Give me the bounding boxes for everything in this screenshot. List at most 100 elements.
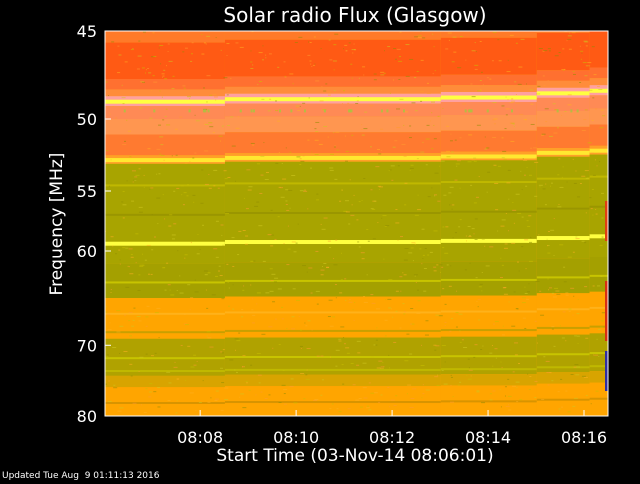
spectral-line xyxy=(224,279,441,282)
y-tick-label: 80 xyxy=(77,407,97,426)
y-tick-label: 50 xyxy=(77,110,97,129)
x-axis-label: Start Time (03-Nov-14 08:06:01) xyxy=(216,446,493,466)
spectral-line xyxy=(536,398,590,401)
y-tick-label: 70 xyxy=(77,336,97,355)
spectral-line xyxy=(536,366,590,369)
spectrogram-plot-area xyxy=(104,30,609,417)
spectral-line xyxy=(440,310,537,313)
spectral-line xyxy=(536,353,590,356)
spectral-line xyxy=(536,276,590,279)
spectral-line xyxy=(224,401,441,404)
chart-title: Solar radio Flux (Glasgow) xyxy=(223,3,486,27)
spectral-line xyxy=(224,368,441,371)
spectral-line xyxy=(105,281,225,284)
y-tick-label: 45 xyxy=(77,22,97,41)
spectrogram-band xyxy=(536,372,590,384)
spectrogram-noise xyxy=(105,31,606,414)
x-tick-label: 08:08 xyxy=(177,428,223,447)
bright-emission-line xyxy=(224,155,441,160)
bright-emission-line xyxy=(589,88,608,93)
x-tick-label: 08:10 xyxy=(273,428,319,447)
bright-emission-line xyxy=(536,236,590,241)
bright-emission-line xyxy=(589,148,608,153)
spectrogram-band xyxy=(440,37,537,75)
spectrogram-band xyxy=(224,374,441,387)
spectral-line xyxy=(589,397,608,400)
spectral-line xyxy=(536,207,590,210)
spectrogram-band xyxy=(440,130,537,152)
spectrogram-band xyxy=(589,124,608,146)
spectrogram-band xyxy=(105,263,225,298)
spectrogram-band xyxy=(224,31,441,40)
spectrogram-band xyxy=(589,31,608,68)
y-tick-label: 55 xyxy=(77,182,97,201)
spectrogram-band xyxy=(536,31,590,33)
spectrogram-band xyxy=(589,78,608,86)
bright-emission-line xyxy=(105,99,225,104)
spectrogram-band xyxy=(536,97,590,111)
spectral-line xyxy=(440,278,537,281)
spectrogram-band xyxy=(440,374,537,386)
bright-emission-line xyxy=(440,95,537,100)
spectrogram-band xyxy=(105,119,225,135)
spectrogram-band xyxy=(105,31,225,43)
spectrogram-band xyxy=(105,79,225,90)
spectrogram-band xyxy=(536,70,590,81)
spectrogram-band xyxy=(105,375,225,388)
spectral-line xyxy=(536,326,590,329)
x-tick-label: 08:16 xyxy=(561,428,607,447)
spectral-line xyxy=(440,181,537,184)
spectrogram-band xyxy=(536,126,590,148)
spectrogram-band xyxy=(105,134,225,156)
spectrogram-band xyxy=(536,111,590,127)
spectrogram-band xyxy=(536,258,590,294)
spectral-line xyxy=(224,211,441,214)
spectral-line xyxy=(440,210,537,213)
spectral-line xyxy=(105,402,225,405)
bright-emission-line xyxy=(440,154,537,159)
spectrogram-band xyxy=(589,291,608,334)
spectrogram-band xyxy=(224,262,441,297)
spectrogram-band xyxy=(440,102,537,116)
spectrogram-band xyxy=(589,371,608,383)
spectrogram-band xyxy=(105,387,225,416)
spectrogram-band xyxy=(224,116,441,133)
spectral-line xyxy=(589,175,608,178)
spectral-line xyxy=(440,329,537,332)
spectrogram-band xyxy=(589,95,608,109)
y-tick-label: 60 xyxy=(77,242,97,261)
spectral-line xyxy=(105,331,225,334)
x-axis-ticks: 08:08 08:10 08:12 08:14 08:16 xyxy=(177,410,607,447)
spectrogram-band xyxy=(440,74,537,86)
spectral-line xyxy=(589,365,608,368)
spectral-line xyxy=(589,205,608,208)
x-tick-label: 08:12 xyxy=(369,428,415,447)
spectrogram-band xyxy=(105,42,225,80)
spectral-line xyxy=(440,368,537,371)
spectrogram-band xyxy=(440,85,537,92)
spectrogram-band xyxy=(589,67,608,79)
spectral-line xyxy=(105,370,225,373)
bright-emission-line xyxy=(536,91,590,96)
spectral-line xyxy=(105,213,225,216)
spectrogram-band xyxy=(224,39,441,77)
y-axis-label: Frequency [MHz] xyxy=(47,153,67,296)
bright-emission-line xyxy=(105,158,225,163)
spectral-line xyxy=(536,308,590,311)
right-edge-artefact xyxy=(605,201,608,391)
spectral-line xyxy=(440,355,537,358)
bright-emission-line xyxy=(224,240,441,245)
bright-emission-line xyxy=(440,238,537,243)
y-axis-ticks: 45 50 55 60 70 80 xyxy=(77,22,111,426)
spectral-line xyxy=(105,312,225,315)
bright-emission-line xyxy=(105,241,225,246)
spectral-line xyxy=(105,184,225,187)
spectrogram-band xyxy=(589,108,608,125)
spectrogram-band xyxy=(440,115,537,131)
spectral-line xyxy=(224,311,441,314)
spectral-line xyxy=(440,400,537,403)
spectral-line xyxy=(224,182,441,185)
spectral-line xyxy=(224,355,441,358)
spectral-line xyxy=(589,306,608,309)
